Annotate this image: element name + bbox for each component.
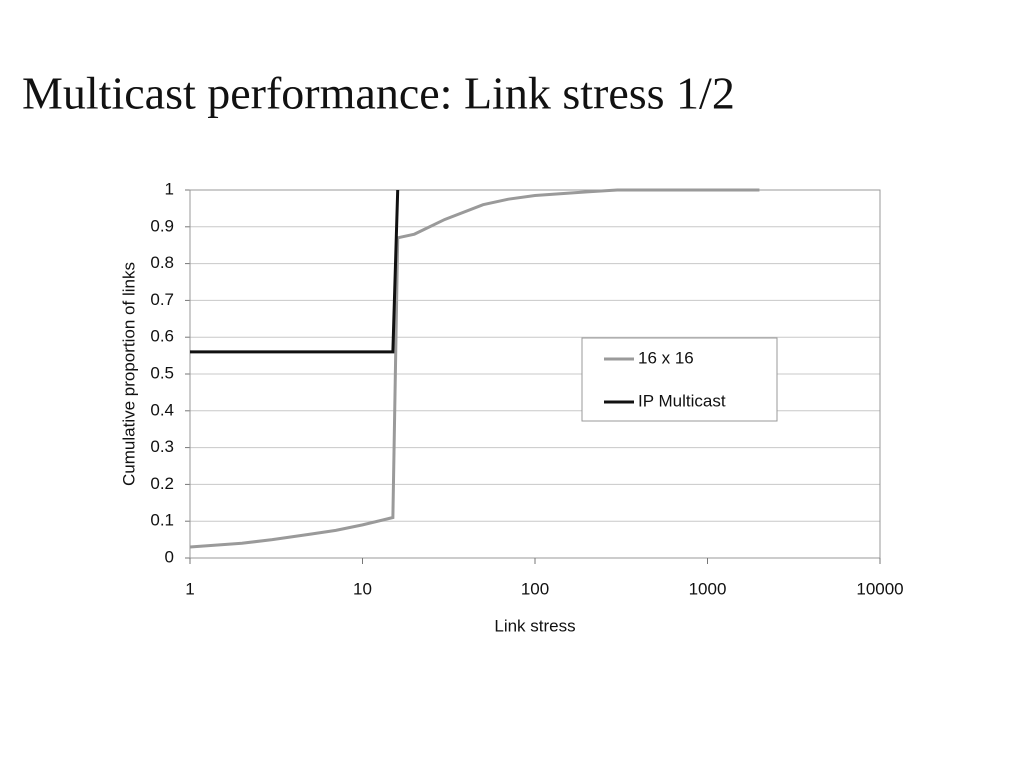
x-tick-label: 1 [185,579,194,598]
series-line [190,189,400,354]
x-tick-label: 10000 [856,579,903,598]
x-tick-label: 10 [353,579,372,598]
y-tick-label: 0.6 [150,327,174,346]
x-axis-label: Link stress [494,616,575,635]
y-tick-label: 0.2 [150,474,174,493]
y-tick-label: 0.1 [150,511,174,530]
y-tick-label: 0 [165,547,174,566]
y-tick-label: 0.5 [150,363,174,382]
legend-label: 16 x 16 [638,348,694,367]
y-tick-label: 1 [165,179,174,198]
legend-box [581,337,778,422]
y-tick-label: 0.7 [150,290,174,309]
y-tick-label: 0.9 [150,216,174,235]
y-tick-label: 0.4 [150,400,174,419]
x-tick-label: 100 [521,579,549,598]
x-tick-label: 1000 [689,579,727,598]
series-line [189,188,760,549]
y-tick-label: 0.3 [150,437,174,456]
y-axis-label: Cumulative proportion of links [119,262,138,486]
y-tick-label: 0.8 [150,253,174,272]
chart-title: Multicast performance: Link stress 1/2 [22,68,735,119]
legend-label: IP Multicast [638,391,726,410]
